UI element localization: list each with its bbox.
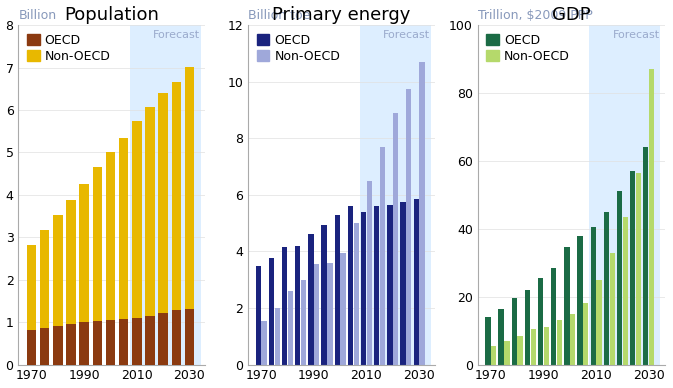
Bar xyxy=(380,147,385,365)
Bar xyxy=(53,326,63,365)
Bar xyxy=(132,318,141,365)
Bar xyxy=(185,309,194,365)
Bar xyxy=(590,25,660,365)
Legend: OECD, Non-OECD: OECD, Non-OECD xyxy=(25,31,113,66)
Bar xyxy=(341,253,346,365)
Bar xyxy=(361,212,366,365)
Bar xyxy=(158,313,168,365)
Bar xyxy=(525,290,530,365)
Bar xyxy=(406,89,411,365)
Bar xyxy=(359,25,431,365)
Bar xyxy=(596,280,602,365)
Text: Forecast: Forecast xyxy=(153,30,201,40)
Bar xyxy=(93,167,102,365)
Title: GDP: GDP xyxy=(552,5,590,24)
Bar xyxy=(262,321,267,365)
Bar xyxy=(145,316,155,365)
Bar xyxy=(604,212,609,365)
Bar xyxy=(40,327,50,365)
Bar xyxy=(119,138,129,365)
Bar xyxy=(649,69,654,365)
Bar xyxy=(499,308,503,365)
Bar xyxy=(53,215,63,365)
Bar xyxy=(132,121,141,365)
Bar xyxy=(106,320,115,365)
Bar xyxy=(623,217,628,365)
Legend: OECD, Non-OECD: OECD, Non-OECD xyxy=(484,31,572,66)
Text: Forecast: Forecast xyxy=(383,30,430,40)
Bar xyxy=(491,346,497,365)
Bar xyxy=(400,202,406,365)
Bar xyxy=(308,234,314,365)
Text: Billion toe: Billion toe xyxy=(248,9,310,22)
Bar xyxy=(282,247,287,365)
Bar xyxy=(414,199,419,365)
Bar xyxy=(327,263,332,365)
Text: Trillion, $2009 PPP: Trillion, $2009 PPP xyxy=(478,9,592,22)
Bar xyxy=(172,82,181,365)
Bar xyxy=(172,310,181,365)
Bar xyxy=(557,320,562,365)
Bar xyxy=(630,171,635,365)
Bar xyxy=(518,336,523,365)
Bar xyxy=(106,152,115,365)
Bar xyxy=(419,62,425,365)
Bar xyxy=(93,321,102,365)
Bar xyxy=(538,278,543,365)
Bar xyxy=(67,200,76,365)
Bar xyxy=(119,319,129,365)
Bar xyxy=(367,181,372,365)
Bar xyxy=(334,215,340,365)
Bar xyxy=(564,248,569,365)
Bar xyxy=(353,223,359,365)
Bar xyxy=(295,246,300,365)
Bar xyxy=(301,280,306,365)
Bar xyxy=(27,245,36,365)
Bar xyxy=(256,265,261,365)
Bar xyxy=(530,329,536,365)
Legend: OECD, Non-OECD: OECD, Non-OECD xyxy=(254,31,343,66)
Bar xyxy=(387,205,392,365)
Bar xyxy=(610,253,615,365)
Bar xyxy=(79,322,89,365)
Bar xyxy=(393,113,398,365)
Bar xyxy=(269,258,274,365)
Bar xyxy=(158,93,168,365)
Bar xyxy=(27,330,36,365)
Bar xyxy=(145,107,155,365)
Bar xyxy=(374,206,380,365)
Bar xyxy=(544,327,549,365)
Title: Primary energy: Primary energy xyxy=(273,5,411,24)
Bar xyxy=(636,173,641,365)
Bar xyxy=(485,317,491,365)
Bar xyxy=(570,314,575,365)
Bar xyxy=(185,67,194,365)
Bar xyxy=(551,268,557,365)
Bar xyxy=(314,264,320,365)
Bar xyxy=(591,227,596,365)
Text: Forecast: Forecast xyxy=(612,30,660,40)
Bar xyxy=(643,147,649,365)
Bar xyxy=(577,236,583,365)
Bar xyxy=(348,206,353,365)
Bar xyxy=(275,308,280,365)
Bar xyxy=(322,225,326,365)
Bar xyxy=(79,184,89,365)
Title: Population: Population xyxy=(65,5,160,24)
Bar xyxy=(130,25,201,365)
Bar xyxy=(504,341,509,365)
Text: Billion: Billion xyxy=(18,9,57,22)
Bar xyxy=(40,230,50,365)
Bar xyxy=(67,324,76,365)
Bar xyxy=(583,303,588,365)
Bar xyxy=(511,298,517,365)
Bar xyxy=(617,191,622,365)
Bar xyxy=(288,291,293,365)
